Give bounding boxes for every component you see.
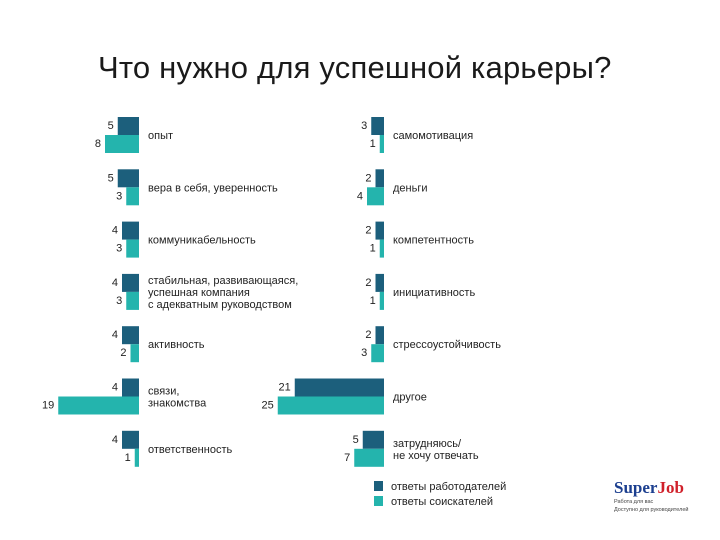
- category-label: ответственность: [148, 444, 232, 456]
- logo-wordmark: SuperJob: [614, 478, 694, 498]
- logo-job: Job: [657, 478, 684, 497]
- category-label: затрудняюсь/: [393, 438, 462, 450]
- value-label-seekers: 4: [357, 190, 363, 202]
- bar-seekers: [58, 396, 139, 415]
- value-label-seekers: 7: [344, 452, 350, 464]
- value-label-seekers: 19: [42, 400, 54, 412]
- bar-employers: [122, 378, 139, 397]
- bar-seekers: [379, 239, 384, 258]
- category-label: инициативность: [393, 287, 475, 299]
- category-label: другое: [393, 392, 427, 404]
- bar-seekers: [126, 187, 139, 206]
- bar-employers: [122, 221, 139, 240]
- value-label-employers: 2: [365, 172, 371, 184]
- value-label-seekers: 3: [116, 295, 122, 307]
- category-label: деньги: [393, 182, 428, 194]
- bar-seekers: [379, 135, 384, 153]
- bar-employers: [362, 430, 384, 449]
- category-label: связи,: [148, 386, 179, 398]
- bar-employers: [375, 326, 384, 345]
- category-label: стрессоустойчивость: [393, 339, 501, 351]
- value-label-employers: 4: [112, 225, 118, 237]
- bar-employers: [294, 378, 384, 397]
- value-label-employers: 4: [112, 329, 118, 341]
- bar-employers: [117, 117, 139, 135]
- bar-employers: [375, 273, 384, 292]
- bar-employers: [122, 273, 139, 292]
- chart-title: Что нужно для успешной карьеры?: [98, 50, 612, 85]
- category-label: опыт: [148, 130, 173, 142]
- value-label-seekers: 8: [95, 138, 101, 150]
- bar-employers: [117, 169, 139, 188]
- value-label-seekers: 1: [370, 138, 376, 150]
- value-label-seekers: 2: [120, 347, 126, 359]
- legend-swatch-employers: [374, 481, 383, 491]
- value-label-employers: 5: [353, 434, 359, 446]
- bar-employers: [375, 221, 384, 240]
- category-label: коммуникабельность: [148, 235, 256, 247]
- value-label-seekers: 1: [370, 243, 376, 255]
- legend-label-employers: ответы работодателей: [391, 481, 506, 493]
- category-label: с адекватным руководством: [148, 299, 292, 311]
- value-label-employers: 4: [112, 434, 118, 446]
- value-label-employers: 2: [365, 329, 371, 341]
- bar-employers: [122, 326, 139, 345]
- bar-seekers: [367, 187, 384, 206]
- value-label-employers: 3: [361, 120, 367, 132]
- value-label-employers: 5: [108, 120, 114, 132]
- value-label-employers: 2: [365, 277, 371, 289]
- value-label-seekers: 3: [361, 347, 367, 359]
- bar-seekers: [371, 344, 384, 363]
- value-label-seekers: 3: [116, 190, 122, 202]
- bar-seekers: [354, 448, 384, 467]
- value-label-seekers: 3: [116, 243, 122, 255]
- value-label-employers: 21: [279, 382, 291, 394]
- bar-seekers: [130, 344, 139, 363]
- category-label: успешная компания: [148, 287, 250, 299]
- bar-seekers: [105, 135, 139, 153]
- bar-employers: [122, 430, 139, 449]
- bar-seekers: [277, 396, 384, 415]
- category-label: активность: [148, 339, 205, 351]
- logo-super: Super: [614, 478, 658, 497]
- value-label-seekers: 1: [125, 452, 131, 464]
- value-label-employers: 4: [112, 382, 118, 394]
- legend-swatch-seekers: [374, 496, 383, 506]
- value-label-employers: 2: [365, 225, 371, 237]
- bar-employers: [371, 117, 384, 135]
- bar-seekers: [126, 239, 139, 258]
- bar-seekers: [134, 448, 139, 467]
- category-label: знакомства: [148, 398, 207, 410]
- logo-tagline-2: Доступно для руководителей: [614, 507, 689, 513]
- value-label-employers: 5: [108, 172, 114, 184]
- bar-employers: [375, 169, 384, 188]
- category-label: стабильная, развивающаяся,: [148, 275, 298, 287]
- logo-tagline-1: Работа для вас: [614, 499, 654, 505]
- category-label: вера в себя, уверенность: [148, 182, 278, 194]
- category-label: самомотивация: [393, 130, 473, 142]
- value-label-seekers: 1: [370, 295, 376, 307]
- category-label: не хочу отвечать: [393, 450, 479, 462]
- bar-seekers: [126, 291, 139, 310]
- category-label: компетентность: [393, 235, 474, 247]
- legend-label-seekers: ответы соискателей: [391, 496, 493, 508]
- superjob-logo: SuperJob Работа для вас Доступно для рук…: [614, 478, 694, 514]
- value-label-employers: 4: [112, 277, 118, 289]
- bar-seekers: [379, 291, 384, 310]
- value-label-seekers: 25: [262, 400, 274, 412]
